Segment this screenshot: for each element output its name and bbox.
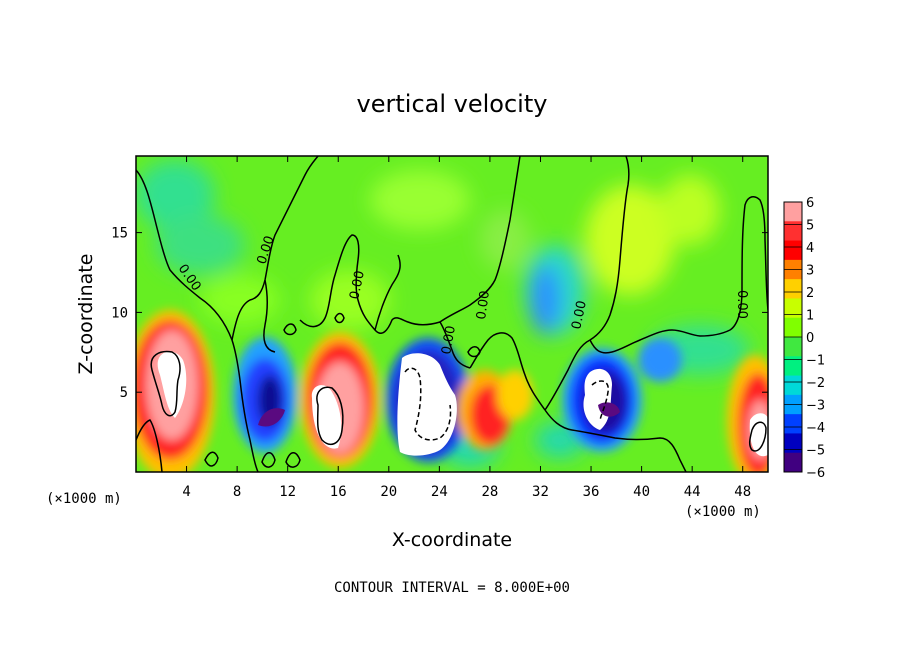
colorbar-tick-label: 6 <box>806 196 814 211</box>
colorbar-swatch <box>784 433 802 454</box>
contour-label: 0.00 <box>439 325 459 356</box>
y-axis: 5 10 15 <box>111 226 768 401</box>
x-tick-label: 16 <box>330 484 347 500</box>
x-tick-label: 4 <box>182 484 190 500</box>
x-tick-label: 8 <box>233 484 241 500</box>
colorbar-tick-label: −1 <box>806 354 825 369</box>
colorbar-swatch <box>784 240 802 261</box>
colorbar: 6 5 4 3 2 1 0 −1 −2 −3 −4 −5 −6 <box>783 196 825 481</box>
x-tick-label: 32 <box>532 484 549 500</box>
x-tick-label: 12 <box>279 484 296 500</box>
colorbar-tick-label: −5 <box>806 444 825 459</box>
colorbar-swatch <box>784 202 802 222</box>
y-unit-label: (×1000 m) <box>46 491 122 507</box>
colorbar-tick-label: −3 <box>806 399 825 414</box>
colorbar-swatch <box>784 317 802 338</box>
colorbar-swatch <box>784 414 802 434</box>
colorbar-tick-label: −4 <box>806 421 825 436</box>
contour-label: 0.00 <box>474 290 493 321</box>
colorbar-swatch <box>784 356 802 377</box>
colorbar-swatch <box>784 279 802 299</box>
colorbar-swatch <box>784 375 802 396</box>
x-axis: 4 8 12 16 20 24 28 32 36 40 44 48 <box>182 156 751 500</box>
x-tick-label: 36 <box>583 484 600 500</box>
contour-interval-note: CONTOUR INTERVAL = 8.000E+00 <box>334 580 570 596</box>
x-tick-label: 24 <box>431 484 448 500</box>
colorbar-tick-label: −6 <box>806 466 825 481</box>
colorbar-tick-label: 4 <box>806 241 814 256</box>
colorbar-swatch <box>784 452 802 473</box>
colorbar-tick-label: 3 <box>806 264 814 279</box>
colorbar-swatch <box>784 298 802 319</box>
colorbar-tick-label: 0 <box>806 331 814 346</box>
colorbar-tick-label: 5 <box>806 219 814 234</box>
x-tick-label: 20 <box>380 484 397 500</box>
colorbar-tick-label: −2 <box>806 376 825 391</box>
colorbar-swatch <box>784 337 802 357</box>
plot-frame <box>135 155 769 473</box>
y-tick-label: 5 <box>120 385 128 401</box>
field-saturated-areas <box>157 351 768 457</box>
contour-lines <box>136 156 768 472</box>
contour-label: 0.00 <box>569 299 590 330</box>
x-tick-label: 40 <box>633 484 650 500</box>
colorbar-tick-label: 1 <box>806 309 814 324</box>
x-tick-label: 28 <box>481 484 498 500</box>
field-minima <box>258 402 620 427</box>
x-tick-label: 48 <box>734 484 751 500</box>
y-axis-label: Z-coordinate <box>75 254 97 375</box>
x-unit-label: (×1000 m) <box>685 504 761 520</box>
x-tick-label: 44 <box>684 484 701 500</box>
contour-label: 0.00 <box>734 290 749 319</box>
colorbar-swatch <box>784 221 802 242</box>
velocity-field: 0.00 0.00 0.00 0.00 0.00 0.00 0.00 <box>136 156 768 472</box>
colorbar-tick-label: 2 <box>806 286 814 301</box>
y-tick-label: 10 <box>111 305 128 321</box>
y-tick-label: 15 <box>111 226 128 242</box>
x-axis-label: X-coordinate <box>392 529 512 551</box>
chart-title: vertical velocity <box>357 90 548 118</box>
contour-label: 0.00 <box>347 269 368 300</box>
